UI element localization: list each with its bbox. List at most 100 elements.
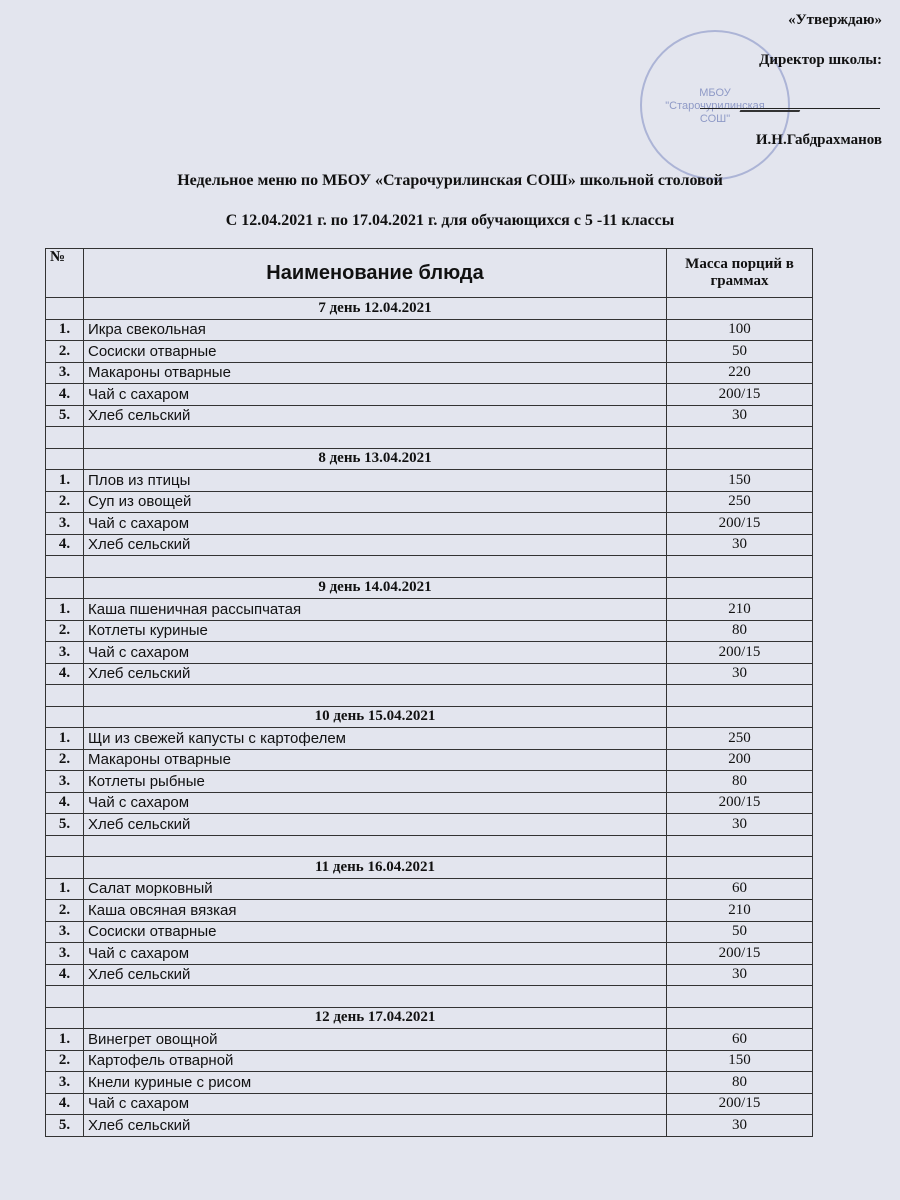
empty-cell [45, 426, 84, 449]
item-mass: 30 [666, 533, 813, 556]
item-row: 3. Котлеты рыбные 80 [45, 770, 813, 793]
item-row: 1. Икра свекольная 100 [45, 318, 813, 341]
day-title: 7 день 12.04.2021 [83, 297, 667, 320]
item-name: Щи из свежей капусты с картофелем [83, 727, 667, 750]
item-number: 1. [45, 877, 84, 900]
item-name: Чай с сахаром [83, 512, 667, 535]
item-name: Сосиски отварные [83, 920, 667, 943]
day-row: 12 день 17.04.2021 [45, 1006, 813, 1029]
item-row: 5. Хлеб сельский 30 [45, 813, 813, 836]
subtitle: С 12.04.2021 г. по 17.04.2021 г. для обу… [225, 212, 675, 229]
empty-cell [83, 834, 667, 857]
item-name: Котлеты рыбные [83, 770, 667, 793]
item-name: Хлеб сельский [83, 963, 667, 986]
item-name: Икра свекольная [83, 318, 667, 341]
item-row: 3. Чай с сахаром 200/15 [45, 512, 813, 535]
day-title: 11 день 16.04.2021 [83, 856, 667, 879]
title: Недельное меню по МБОУ «Старочурилинская… [177, 172, 723, 189]
empty-cell [45, 555, 84, 578]
item-mass: 150 [666, 1049, 813, 1072]
item-number: 1. [45, 727, 84, 750]
item-number: 3. [45, 920, 84, 943]
item-number: 5. [45, 813, 84, 836]
approval-position: Директор школы: [759, 52, 882, 68]
item-mass: 250 [666, 727, 813, 750]
item-mass: 30 [666, 662, 813, 685]
item-mass: 200/15 [666, 942, 813, 965]
item-name: Чай с сахаром [83, 383, 667, 406]
empty-row [45, 684, 813, 707]
empty-cell [45, 856, 84, 879]
item-mass: 60 [666, 877, 813, 900]
item-mass: 200/15 [666, 383, 813, 406]
item-name: Чай с сахаром [83, 1092, 667, 1115]
empty-cell [83, 684, 667, 707]
item-row: 4. Хлеб сельский 30 [45, 662, 813, 685]
item-number: 2. [45, 490, 84, 513]
menu-table: № Наименование блюда Масса порций в грам… [45, 248, 813, 1137]
day-row: 7 день 12.04.2021 [45, 297, 813, 320]
empty-cell [666, 985, 813, 1008]
item-row: 4. Хлеб сельский 30 [45, 533, 813, 556]
empty-cell [666, 1006, 813, 1029]
item-name: Котлеты куриные [83, 619, 667, 642]
stamp-text: МБОУ [699, 87, 731, 99]
item-row: 2. Каша овсяная вязкая 210 [45, 899, 813, 922]
item-number: 5. [45, 404, 84, 427]
item-mass: 80 [666, 1071, 813, 1094]
item-row: 3. Чай с сахаром 200/15 [45, 942, 813, 965]
item-number: 1. [45, 1028, 84, 1051]
item-name: Чай с сахаром [83, 942, 667, 965]
empty-cell [45, 705, 84, 728]
empty-cell [83, 426, 667, 449]
item-row: 1. Винегрет овощной 60 [45, 1028, 813, 1051]
item-mass: 200/15 [666, 791, 813, 814]
item-row: 1. Каша пшеничная рассыпчатая 210 [45, 598, 813, 621]
item-row: 1. Салат морковный 60 [45, 877, 813, 900]
item-number: 3. [45, 641, 84, 664]
empty-cell [45, 447, 84, 470]
item-mass: 150 [666, 469, 813, 492]
item-name: Хлеб сельский [83, 662, 667, 685]
item-name: Каша овсяная вязкая [83, 899, 667, 922]
item-mass: 200/15 [666, 512, 813, 535]
empty-cell [666, 705, 813, 728]
item-number: 1. [45, 318, 84, 341]
item-mass: 210 [666, 598, 813, 621]
empty-row [45, 834, 813, 857]
item-number: 2. [45, 899, 84, 922]
empty-cell [666, 447, 813, 470]
item-mass: 200 [666, 748, 813, 771]
item-row: 4. Чай с сахаром 200/15 [45, 791, 813, 814]
item-mass: 30 [666, 963, 813, 986]
item-number: 4. [45, 791, 84, 814]
item-number: 5. [45, 1114, 84, 1137]
item-mass: 30 [666, 404, 813, 427]
item-number: 2. [45, 619, 84, 642]
item-mass: 200/15 [666, 641, 813, 664]
empty-cell [83, 555, 667, 578]
item-row: 3. Чай с сахаром 200/15 [45, 641, 813, 664]
item-number: 2. [45, 1049, 84, 1072]
item-name: Каша пшеничная рассыпчатая [83, 598, 667, 621]
item-name: Кнели куриные с рисом [83, 1071, 667, 1094]
item-number: 4. [45, 533, 84, 556]
stamp-text: СОШ" [699, 113, 731, 125]
header-row: № Наименование блюда Масса порций в грам… [45, 248, 813, 298]
item-name: Суп из овощей [83, 490, 667, 513]
day-title: 9 день 14.04.2021 [83, 576, 667, 599]
item-mass: 50 [666, 340, 813, 363]
table-body: 7 день 12.04.2021 1. Икра свекольная 100 2. С… [45, 297, 813, 1137]
item-mass: 50 [666, 920, 813, 943]
stamp: МБОУ "Старочурилинская СОШ" [640, 30, 790, 180]
item-row: 2. Суп из овощей 250 [45, 490, 813, 513]
empty-cell [666, 834, 813, 857]
item-mass: 30 [666, 813, 813, 836]
item-name: Хлеб сельский [83, 404, 667, 427]
day-title: 8 день 13.04.2021 [83, 447, 667, 470]
item-mass: 60 [666, 1028, 813, 1051]
item-number: 4. [45, 383, 84, 406]
day-title: 10 день 15.04.2021 [83, 705, 667, 728]
item-number: 3. [45, 942, 84, 965]
item-number: 3. [45, 1071, 84, 1094]
